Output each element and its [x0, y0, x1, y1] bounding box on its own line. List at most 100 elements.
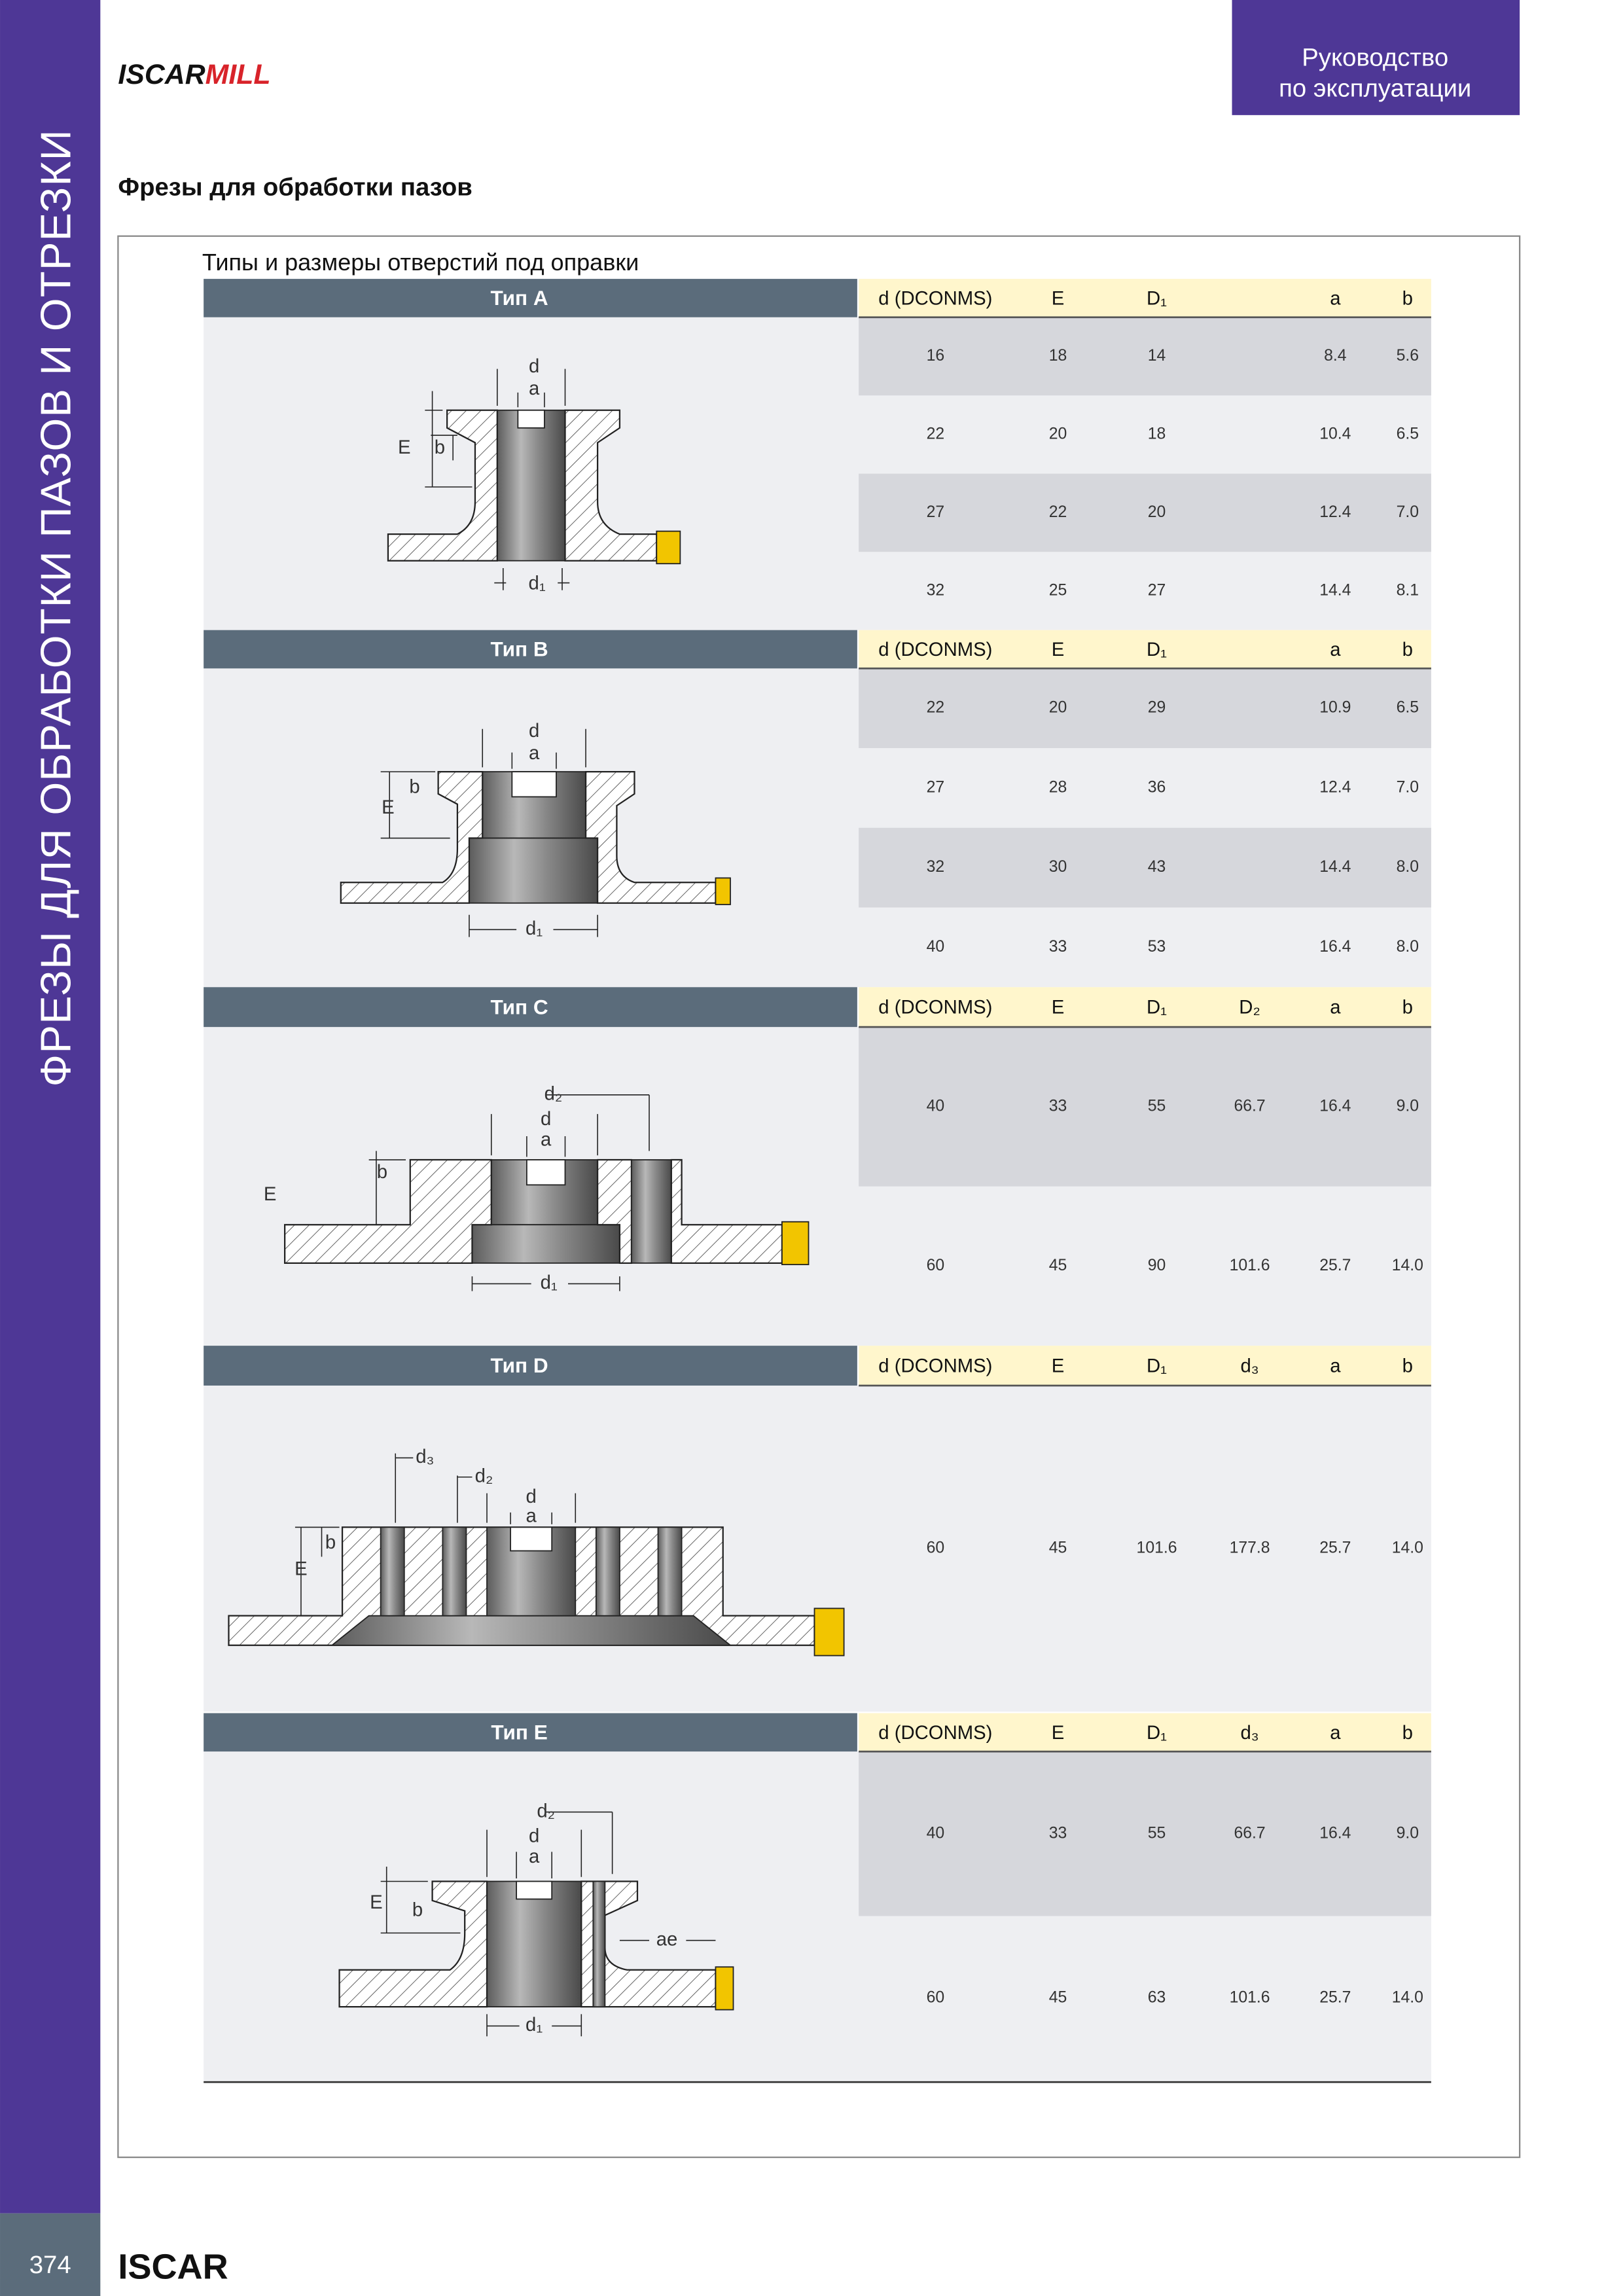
- table-cell: 90: [1148, 1257, 1166, 1274]
- table-cell: 27: [927, 503, 945, 521]
- table-cell: 60: [927, 1989, 945, 2007]
- table-cell: 66.7: [1234, 1824, 1265, 1842]
- column-header: D₁: [1147, 639, 1167, 660]
- table-cell: 5.6: [1397, 347, 1419, 365]
- table-cell: 30: [1049, 858, 1067, 876]
- diagram-label: d: [529, 720, 539, 742]
- diagram-part: [511, 771, 557, 798]
- caption: Типы и размеры отверстий под оправки: [202, 249, 639, 276]
- diagram-label: a: [526, 1505, 537, 1526]
- type-bar: [204, 1713, 857, 1752]
- diagram-label: b: [325, 1532, 336, 1553]
- diagram-part: [425, 368, 570, 590]
- frame: [117, 235, 1521, 2159]
- table-cell: 8.4: [1324, 347, 1347, 365]
- header-bar: [859, 1346, 1431, 1386]
- column-header: d (DCONMS): [878, 1355, 992, 1377]
- table-cell: 101.6: [1230, 1989, 1270, 2007]
- column-header: d₃: [1240, 1355, 1258, 1377]
- page-number: 374: [29, 2251, 71, 2279]
- table-cell: 8.0: [1397, 938, 1419, 956]
- diagram-part: [469, 837, 598, 904]
- table-section: 40 33 55 66.7 16.4 9.0 60 45 63 101.6 25.7 14.0 Тип …: [204, 1713, 1431, 2081]
- table-cell: 25.7: [1319, 1539, 1351, 1557]
- table-cell: 45: [1049, 1989, 1067, 2007]
- diagram-part: [442, 1526, 467, 1617]
- table-cell: 14.0: [1392, 1989, 1423, 2007]
- column-header: b: [1402, 1355, 1413, 1377]
- diagram-part: [715, 877, 731, 905]
- column-header: a: [1330, 997, 1341, 1018]
- table-cell: 16.4: [1319, 938, 1351, 956]
- diagram-part: [813, 1607, 845, 1657]
- table-section: 22 20 29 10.9 6.5 27 28 36 12.4 7.0 32 30 43 14.4 8.0 4…: [204, 630, 1431, 988]
- manual-label: Руководство: [1302, 43, 1448, 71]
- page-title: Фрезы для обработки пазов: [118, 173, 472, 202]
- table-cell: 10.4: [1319, 425, 1351, 442]
- diagram-label: E: [382, 797, 395, 818]
- type-title: Тип B: [491, 637, 548, 661]
- diagram-label: a: [529, 1846, 540, 1867]
- diagram-part: [338, 1880, 488, 2008]
- diagram-label: ae: [656, 1928, 678, 1950]
- table-cell: 9.0: [1397, 1097, 1419, 1115]
- table-cell: 101.6: [1137, 1539, 1177, 1557]
- header-bar: [859, 630, 1431, 669]
- table-cell: 22: [927, 425, 945, 442]
- column-header: a: [1330, 287, 1341, 309]
- table-cell: 6.5: [1397, 699, 1419, 717]
- diagram-part: [564, 409, 658, 562]
- table-cell: 27: [1148, 581, 1166, 599]
- diagram-part: [284, 1158, 492, 1264]
- diagram-part: [380, 728, 598, 937]
- diagram-label: b: [377, 1161, 387, 1183]
- diagram-part: [631, 1159, 672, 1264]
- table-cell: 6.5: [1397, 425, 1419, 442]
- table-cell: 16: [927, 347, 945, 365]
- diagram-label: a: [529, 378, 540, 399]
- table-cell: 40: [927, 938, 945, 956]
- row-band: [859, 1027, 1431, 1187]
- diagram-part: [294, 1453, 577, 1617]
- diagram-label: d: [529, 1825, 539, 1847]
- diagram-part: [486, 1880, 582, 2008]
- diagram-label: d: [529, 355, 539, 377]
- table-cell: 32: [927, 858, 945, 876]
- table-cell: 40: [927, 1824, 945, 1842]
- column-header: d (DCONMS): [878, 997, 992, 1018]
- header-bar: [859, 1713, 1431, 1752]
- column-header: E: [1052, 1722, 1065, 1744]
- column-header: d (DCONMS): [878, 1722, 992, 1744]
- sidebar: [0, 0, 101, 2214]
- table-cell: 18: [1049, 347, 1067, 365]
- table-cell: 33: [1049, 1824, 1067, 1842]
- column-header: a: [1330, 639, 1341, 660]
- diagram-part: [592, 1880, 606, 2008]
- table-cell: 40: [927, 1097, 945, 1115]
- diagram-d: d₃ d₂ d a b E: [228, 1446, 845, 1657]
- table-section: 16 18 14 8.4 5.6 22 20 18 10.4 6.5 27 22 20 12.4 7.0 32…: [204, 279, 1431, 630]
- table-cell: 177.8: [1230, 1539, 1270, 1557]
- table-cell: 14.0: [1392, 1539, 1423, 1557]
- table-cell: 10.9: [1319, 699, 1351, 717]
- table-cell: 14.0: [1392, 1257, 1423, 1274]
- diagram-part: [781, 1221, 810, 1266]
- diagram-label: d₂: [544, 1083, 563, 1105]
- table-cell: 8.1: [1397, 581, 1419, 599]
- diagram-c: d₂ d a b E d₁: [264, 1083, 810, 1293]
- footer-logo: ISCAR: [118, 2248, 228, 2287]
- column-header: d₃: [1240, 1722, 1258, 1744]
- column-header: b: [1402, 1722, 1413, 1744]
- table-cell: 53: [1148, 938, 1166, 956]
- column-header: E: [1052, 1355, 1065, 1377]
- column-header: D₁: [1147, 1355, 1167, 1377]
- table-cell: 25.7: [1319, 1989, 1351, 2007]
- table-cell: 29: [1148, 699, 1166, 717]
- row-band: [859, 473, 1431, 552]
- table-cell: 14.4: [1319, 858, 1351, 876]
- table-cell: 55: [1148, 1824, 1166, 1842]
- diagram-e: d₂ d a E b ae d₁: [338, 1800, 734, 2037]
- table-cell: 43: [1148, 858, 1166, 876]
- diagram-b: d a b E d₁: [340, 720, 731, 939]
